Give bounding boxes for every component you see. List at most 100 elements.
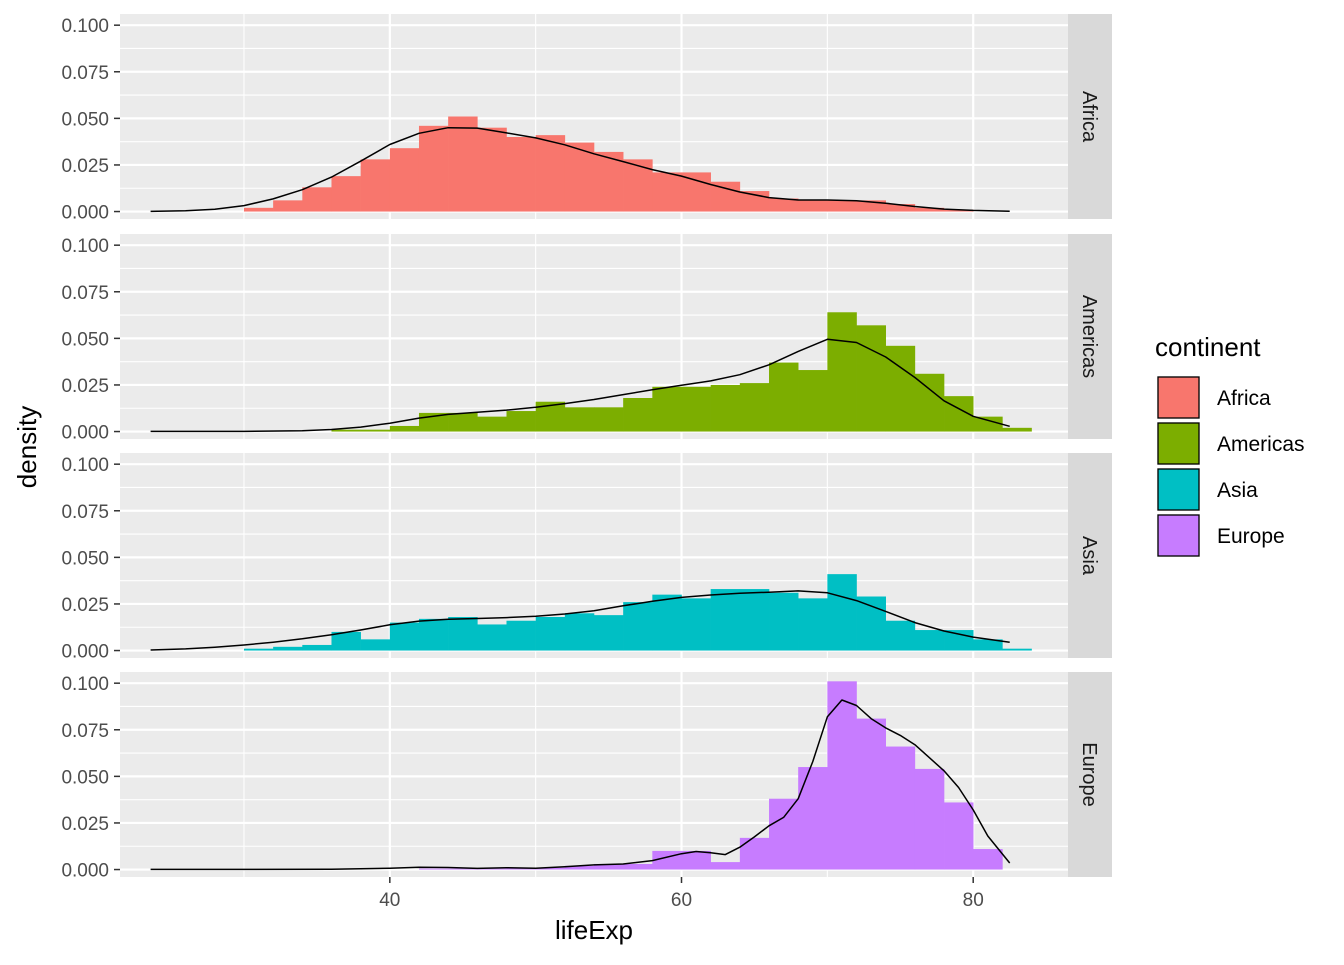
histogram-bar	[594, 615, 624, 651]
y-tick-label: 0.075	[61, 63, 109, 84]
histogram-bar	[506, 411, 536, 432]
histogram-bar	[331, 176, 361, 212]
histogram-bar	[535, 867, 566, 870]
histogram-bar	[594, 407, 624, 432]
histogram-bar	[564, 865, 595, 870]
histogram-bar	[856, 325, 886, 432]
histogram-bar	[360, 159, 391, 212]
facet-strip-label: Asia	[1078, 536, 1100, 576]
histogram-bar	[594, 863, 624, 870]
histogram-bar	[623, 398, 653, 432]
legend-key-swatch	[1157, 514, 1200, 557]
facet-strip	[1068, 672, 1112, 877]
histogram-bar	[681, 850, 711, 870]
y-tick-label: 0.050	[61, 329, 109, 350]
histogram-bar	[448, 412, 478, 432]
y-tick-label: 0.000	[61, 861, 109, 882]
facet-americas: 0.000 0.025 0.050 0.075 0.100 Americas	[61, 234, 1112, 444]
density-curve	[150, 126, 1010, 213]
x-axis: 40 60 80	[379, 877, 984, 911]
legend-label: Europe	[1217, 525, 1285, 548]
facet-asia: 0.000 0.025 0.050 0.075 0.100 Asia	[61, 453, 1112, 663]
histogram-bar	[1002, 648, 1032, 651]
histogram-bar	[652, 594, 682, 651]
histogram-bar	[331, 631, 361, 651]
y-tick-label: 0.075	[61, 502, 109, 523]
histogram-bar	[914, 768, 945, 870]
histogram-bar	[798, 200, 828, 212]
histogram-bar	[418, 618, 449, 651]
y-tick-label: 0.000	[61, 203, 109, 224]
x-tick-label: 60	[671, 890, 692, 911]
histogram-bar	[477, 127, 507, 212]
histogram-bar	[331, 429, 361, 432]
histogram-bar	[302, 644, 332, 651]
y-tick-label: 0.050	[61, 109, 109, 130]
histogram-bar	[739, 383, 770, 432]
histogram-bar	[477, 624, 507, 651]
facet-strip	[1068, 14, 1112, 219]
histogram-bar	[827, 681, 857, 870]
x-axis-title: lifeExp	[555, 915, 633, 945]
density-curve	[150, 338, 1010, 433]
legend-label: Asia	[1217, 479, 1258, 502]
legend-label: Americas	[1217, 433, 1305, 456]
histogram-bar	[360, 429, 391, 432]
histogram-bar	[944, 802, 974, 870]
histogram-bar	[710, 181, 741, 212]
facet-strip-label: Africa	[1078, 91, 1100, 143]
legend-title: continent	[1155, 332, 1261, 362]
histogram-bar	[477, 416, 507, 432]
legend-item-asia: Asia	[1157, 468, 1258, 511]
histogram-bar	[681, 386, 711, 432]
histogram-bar	[477, 868, 507, 870]
y-tick-label: 0.100	[61, 455, 109, 476]
histogram-bar	[944, 630, 974, 651]
y-tick-label: 0.100	[61, 674, 109, 695]
legend-item-americas: Americas	[1157, 422, 1305, 465]
histogram-bar	[739, 837, 770, 870]
histogram-bar	[914, 630, 945, 651]
histogram-bar	[769, 798, 799, 870]
histogram-bar	[418, 868, 449, 870]
y-tick-label: 0.000	[61, 642, 109, 663]
histogram-bar	[652, 172, 682, 212]
histogram-bar	[389, 622, 420, 651]
histogram-bar	[594, 151, 624, 212]
histogram-bar	[360, 639, 391, 651]
x-tick-label: 80	[963, 890, 984, 911]
histogram-bar	[448, 868, 478, 870]
histogram-bar	[914, 373, 945, 432]
histogram-bar	[564, 407, 595, 432]
histogram-bar	[535, 617, 566, 651]
histogram-bar	[710, 589, 741, 651]
y-tick-label: 0.100	[61, 16, 109, 37]
histogram-bar	[710, 862, 741, 870]
facet-panels: 0.000 0.025 0.050 0.075 0.100 Africa 0.000 0.02…	[61, 14, 1112, 882]
histogram-bar	[856, 200, 886, 212]
histogram-bar	[273, 200, 303, 212]
histogram-bar	[856, 718, 886, 870]
histogram-bar	[769, 198, 799, 212]
histogram-bar	[506, 137, 536, 212]
legend-item-europe: Europe	[1157, 514, 1285, 557]
legend-label: Africa	[1217, 387, 1271, 410]
histogram-bar	[856, 596, 886, 651]
histogram-bar	[564, 142, 595, 212]
histogram-bar	[973, 849, 1003, 870]
y-tick-label: 0.075	[61, 721, 109, 742]
histogram-bar	[623, 863, 653, 870]
histogram-bar	[769, 362, 799, 432]
facet-strip	[1068, 453, 1112, 658]
histogram-bar	[914, 207, 945, 212]
histogram-bar	[243, 207, 274, 212]
histogram-bar	[827, 312, 857, 432]
histogram-bar	[302, 187, 332, 212]
y-tick-label: 0.025	[61, 814, 109, 835]
y-tick-label: 0.100	[61, 236, 109, 257]
histogram-bar	[681, 598, 711, 651]
histogram-bar	[564, 613, 595, 651]
histogram-bar	[652, 386, 682, 432]
y-axis-title: density	[12, 406, 42, 488]
